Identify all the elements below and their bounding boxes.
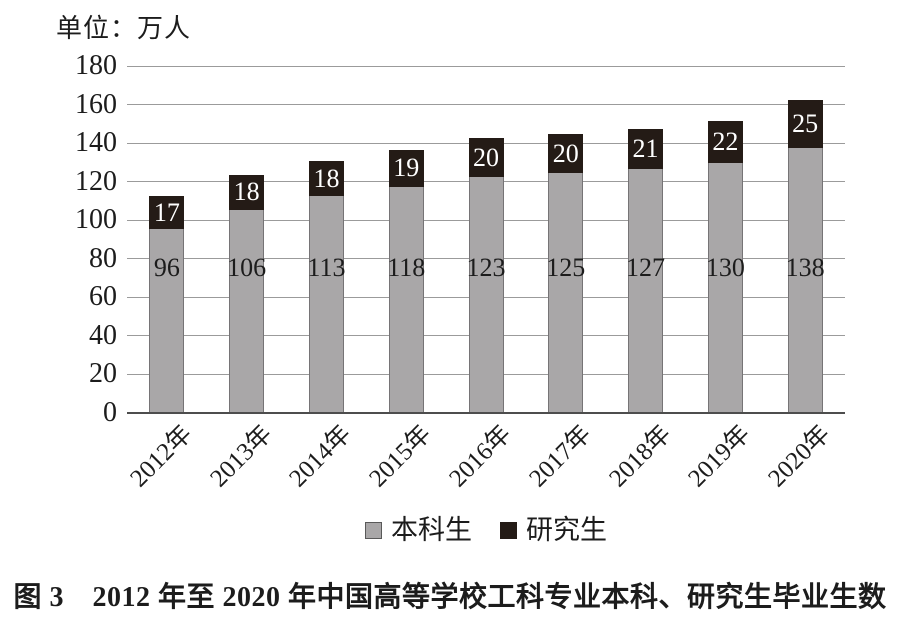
y-axis-tick-label: 140 [75, 127, 117, 159]
gridline [127, 65, 845, 67]
legend-label-graduate: 研究生 [526, 514, 607, 545]
bar-segment-undergrad [787, 146, 823, 413]
bar-segment-graduate [548, 134, 584, 174]
legend-label-undergrad: 本科生 [391, 514, 472, 545]
x-axis-label: 2013年 [204, 420, 278, 493]
bar-segment-undergrad [548, 172, 584, 413]
y-axis-tick-label: 160 [75, 88, 117, 120]
legend-item-undergrad: 本科生 [365, 514, 472, 545]
legend-swatch-undergrad-icon [365, 521, 382, 539]
bar-value-label-graduate: 20 [552, 138, 579, 168]
bar-segment-graduate [308, 161, 344, 197]
bar-value-label-graduate: 18 [313, 163, 340, 193]
x-axis-line [127, 412, 845, 414]
bar-value-label-undergrad: 106 [227, 253, 267, 282]
x-axis-label: 2015年 [364, 420, 437, 493]
bar-segment-graduate [628, 128, 664, 170]
bar-segment-undergrad [628, 168, 664, 413]
bar-value-label-undergrad: 118 [387, 253, 426, 282]
legend: 本科生 研究生 [127, 512, 845, 548]
bar-value-label-undergrad: 123 [466, 253, 506, 282]
bar-segment-graduate [787, 99, 823, 148]
y-axis-tick-label: 80 [89, 242, 117, 274]
bar-value-label-graduate: 25 [792, 108, 819, 138]
bar-segment-graduate [388, 149, 424, 187]
bar-segment-undergrad [388, 185, 424, 413]
bar-value-label-graduate: 17 [153, 197, 180, 227]
bar-value-label-graduate: 19 [393, 153, 420, 183]
bar-segment-graduate [229, 174, 265, 210]
gridline [127, 104, 845, 106]
x-axis-label: 2018年 [603, 420, 676, 493]
y-axis-tick-label: 0 [103, 397, 117, 428]
unit-label: 单位：万人 [56, 14, 192, 43]
bar-value-label-graduate: 18 [233, 177, 260, 207]
y-axis-tick-label: 100 [75, 204, 117, 236]
bar-segment-undergrad [707, 162, 743, 413]
bar-value-label-undergrad: 96 [153, 253, 180, 282]
bar-value-label-graduate: 20 [473, 142, 499, 172]
bar-value-label-undergrad: 113 [307, 253, 346, 282]
bar-value-label-graduate: 21 [632, 133, 659, 163]
y-axis-tick-label: 40 [89, 319, 117, 351]
bar-value-label-undergrad: 125 [546, 253, 586, 282]
y-axis-tick-label: 120 [75, 165, 117, 197]
legend-item-graduate: 研究生 [500, 514, 607, 545]
y-axis-tick-label: 180 [75, 50, 117, 81]
bar-value-label-undergrad: 130 [705, 253, 745, 282]
x-axis-label: 2012年 [125, 420, 198, 493]
y-axis-tick-label: 60 [89, 281, 117, 313]
y-axis-tick-label: 20 [89, 358, 117, 390]
bar-segment-graduate [707, 120, 743, 164]
bar-segment-undergrad [468, 175, 504, 413]
plot-area: 17 96 2012年 18 106 2013年 18 113 2014年 19 118 2015年 2… [125, 65, 845, 492]
x-axis-label: 2019年 [683, 420, 756, 493]
bar-segment-undergrad [229, 208, 265, 413]
bar-segment-graduate [149, 196, 185, 229]
figure-caption: 图 3 2012 年至 2020 年中国高等学校工科专业本科、研究生毕业生数 [13, 582, 887, 613]
bar-value-label-graduate: 22 [712, 127, 739, 157]
bar-segment-undergrad [308, 195, 344, 413]
bar-value-label-undergrad: 127 [626, 253, 666, 282]
x-axis-label: 2014年 [284, 420, 357, 493]
bar-segment-undergrad [149, 227, 185, 413]
bar-segment-graduate [468, 138, 504, 177]
x-axis-label: 2017年 [524, 420, 597, 493]
legend-swatch-graduate-icon [500, 521, 517, 539]
x-axis-label: 2020年 [763, 420, 836, 493]
bar-value-label-undergrad: 138 [785, 253, 825, 282]
x-axis-label: 2016年 [444, 420, 517, 493]
